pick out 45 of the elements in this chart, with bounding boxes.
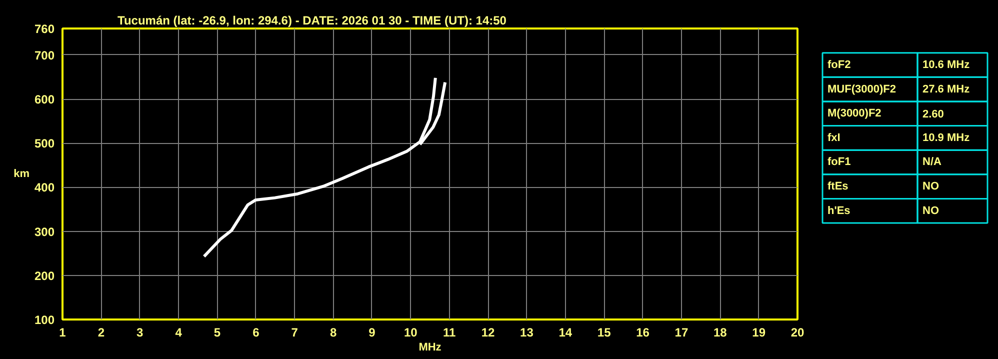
x-tick-label: 10 [404, 326, 418, 340]
x-tick-label: 7 [291, 326, 298, 340]
x-tick-label: 8 [330, 326, 337, 340]
x-tick-label: 15 [597, 326, 612, 340]
text: h'Es [828, 204, 850, 217]
text: 10.9 MHz [922, 132, 970, 144]
x-tick-label: 9 [368, 326, 376, 340]
text: N/A [922, 156, 942, 168]
x-tick-label: 11 [443, 326, 456, 340]
y-tick-label: 300 [34, 224, 55, 239]
text: foF2 [828, 58, 851, 71]
text: M(3000)F2 [828, 108, 882, 120]
y-tick-label: 600 [34, 92, 55, 107]
y-tick-label: 200 [34, 268, 55, 283]
text: ftEs [828, 180, 848, 193]
y-tick-label: 400 [34, 180, 55, 195]
text: 27.6 MHz [922, 83, 970, 96]
text: foF1 [828, 156, 851, 168]
x-tick-label: 12 [481, 326, 496, 340]
text: fxI [828, 132, 840, 144]
text: NO [922, 204, 940, 217]
x-tick-label: 6 [252, 326, 260, 340]
x-tick-label: 19 [752, 326, 766, 340]
text: 10.6 MHz [922, 58, 970, 71]
x-tick-label: 16 [636, 326, 650, 340]
text: MUF(3000)F2 [828, 83, 896, 96]
x-tick-label: 17 [674, 326, 688, 340]
x-axis-title: MHz [418, 342, 442, 354]
x-tick-label: 2 [98, 326, 105, 340]
y-tick-label: 760 [34, 22, 55, 36]
x-tick-label: 4 [175, 326, 182, 340]
x-tick-label: 5 [214, 326, 221, 340]
x-tick-label: 14 [558, 326, 572, 340]
text: NO [922, 180, 940, 193]
x-tick-label: 13 [520, 326, 534, 340]
y-axis-title: km [14, 168, 30, 180]
x-tick-label: 20 [790, 326, 804, 340]
chart-title: Tucumán (lat: -26.9, lon: 294.6) - DATE: 2026 01 30 - TIME (UT): 14:50 [118, 14, 507, 28]
x-tick-label: 3 [136, 326, 144, 340]
y-tick-label: 500 [34, 136, 55, 151]
x-tick-label: 1 [59, 326, 66, 340]
y-tick-label: 100 [34, 313, 55, 327]
y-tick-label: 700 [34, 48, 55, 62]
x-tick-label: 18 [713, 326, 728, 340]
text: 2.60 [922, 108, 944, 121]
